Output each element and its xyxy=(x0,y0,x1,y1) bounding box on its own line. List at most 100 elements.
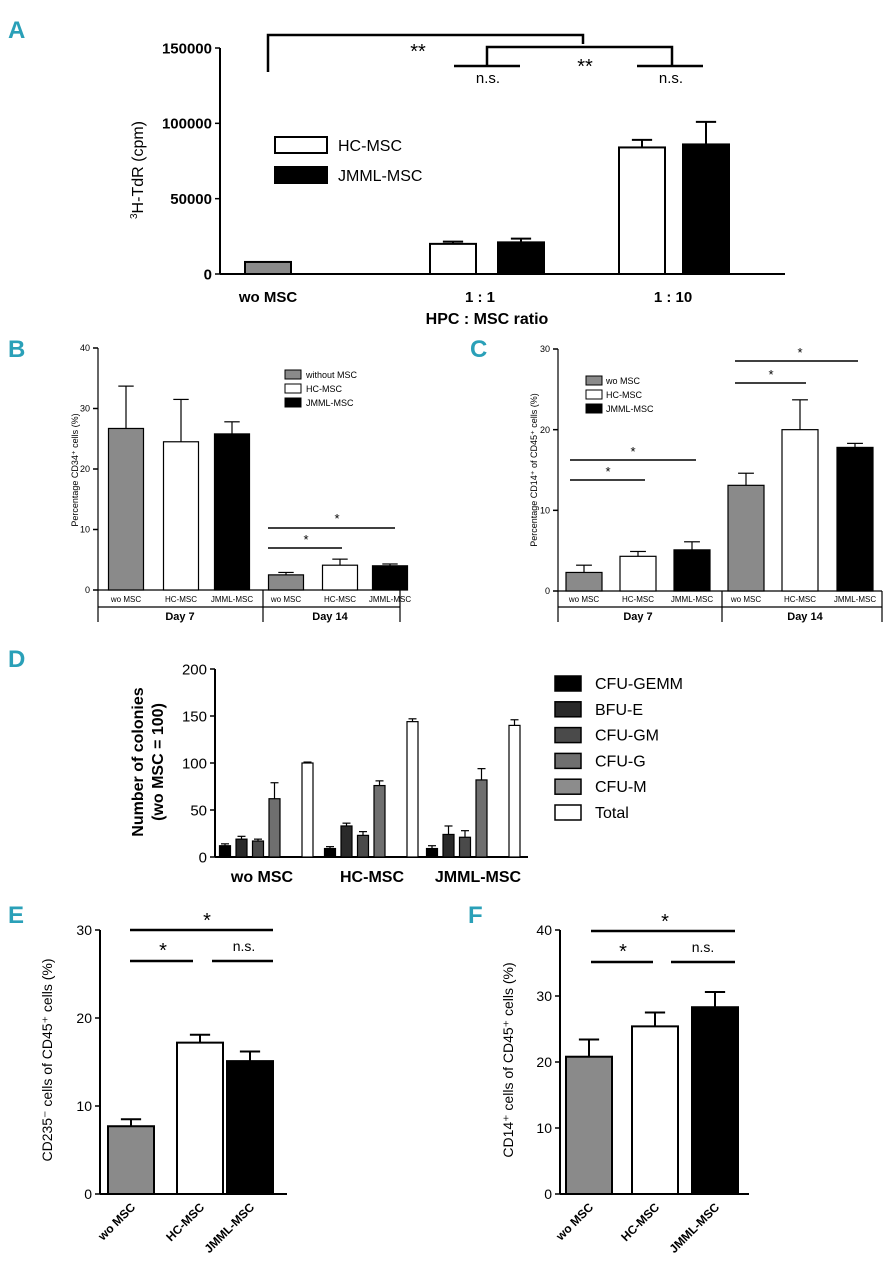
a-bar xyxy=(618,146,666,275)
a-legend-swatch-jmml xyxy=(274,166,328,184)
f-ytick-label: 30 xyxy=(536,988,552,1004)
b-legend-swatch-black xyxy=(284,397,302,408)
d-bar xyxy=(508,724,521,858)
b-legend-label: JMML-MSC xyxy=(306,398,354,408)
d-bar xyxy=(475,779,488,858)
c-group-label: Day 7 xyxy=(623,611,652,623)
f-ytick-label: 40 xyxy=(536,922,552,938)
f-sig-star: * xyxy=(619,941,627,963)
b-bar xyxy=(267,574,305,591)
b-bar xyxy=(213,433,251,591)
f-bar xyxy=(565,1055,613,1195)
d-ytick-label: 100 xyxy=(182,755,207,772)
c-sig-star: * xyxy=(797,345,802,360)
a-xtick-label: wo MSC xyxy=(238,289,297,306)
b-sig-star: * xyxy=(334,511,339,526)
panel-label-c: C xyxy=(470,336,487,363)
panel-label-e: E xyxy=(8,902,24,929)
c-legend-label: JMML-MSC xyxy=(606,404,654,414)
f-sig-ns: n.s. xyxy=(692,939,715,955)
b-bar xyxy=(321,564,359,591)
d-legend-label: CFU-G xyxy=(595,753,646,770)
a-bar xyxy=(429,242,477,276)
e-ytick-label: 10 xyxy=(76,1098,92,1114)
d-legend-label: CFU-M xyxy=(595,779,647,796)
c-legend-label: HC-MSC xyxy=(606,390,642,400)
a-ytick-label: 100000 xyxy=(162,116,212,133)
a-ytick-label: 150000 xyxy=(162,40,212,57)
d-bar xyxy=(218,845,232,858)
a-legend-label: JMML-MSC xyxy=(338,168,422,185)
d-legend-swatch xyxy=(554,752,582,770)
d-bar xyxy=(373,784,386,858)
panel-label-a: A xyxy=(8,17,25,44)
e-sig-star: * xyxy=(159,940,167,962)
c-sig-star: * xyxy=(768,367,773,382)
d-bar xyxy=(235,838,248,858)
b-group-label: Day 14 xyxy=(312,611,348,623)
panel-c-chart: 0 10 20 30 wo MSC HC-MSC JMML-MSC wo MSC HC-MSC… xyxy=(529,344,883,623)
c-y-label: Percentage CD14⁺ of CD45⁺ cells (%) xyxy=(529,393,539,547)
c-bar xyxy=(727,484,765,592)
c-legend-swatch-gray xyxy=(585,375,603,386)
c-legend-label: wo MSC xyxy=(605,376,641,386)
d-legend-swatch xyxy=(554,804,582,821)
b-bar xyxy=(107,427,145,591)
e-bar xyxy=(176,1041,224,1196)
a-sig-bracket-inner xyxy=(485,45,674,65)
b-sig-star: * xyxy=(303,532,308,547)
f-ytick-label: 20 xyxy=(536,1054,552,1070)
b-legend-label: HC-MSC xyxy=(306,384,342,394)
c-bar xyxy=(565,571,603,592)
e-ytick-label: 20 xyxy=(76,1010,92,1026)
a-ytick-label: 0 xyxy=(204,266,212,283)
a-bar xyxy=(244,260,292,275)
panel-label-b: B xyxy=(8,336,25,363)
a-sig-star: ** xyxy=(577,56,593,78)
b-legend-swatch-white xyxy=(284,383,302,394)
c-bar xyxy=(619,555,657,592)
f-xtick-label: wo MSC xyxy=(553,1200,597,1244)
b-xtick-label: wo MSC xyxy=(270,595,301,604)
d-legend-label: CFU-GM xyxy=(595,728,659,745)
a-ytick-label: 50000 xyxy=(170,191,212,208)
b-xtick-label: HC-MSC xyxy=(324,595,356,604)
b-y-label: Percentage CD34⁺ cells (%) xyxy=(70,413,80,526)
d-xtick-label: HC-MSC xyxy=(340,869,404,886)
a-xtick-label: 1 : 10 xyxy=(654,289,692,306)
d-y-label-2: (wo MSC = 100) xyxy=(150,703,167,821)
a-bar xyxy=(497,241,545,275)
d-xtick-label: wo MSC xyxy=(230,869,294,886)
f-xtick-label: JMML-MSC xyxy=(666,1200,722,1256)
b-xtick-label: HC-MSC xyxy=(165,595,197,604)
d-legend-label: BFU-E xyxy=(595,702,643,719)
c-bar xyxy=(781,429,819,592)
e-xtick-label: JMML-MSC xyxy=(201,1200,257,1256)
a-x-label: HPC : MSC ratio xyxy=(426,311,549,328)
c-xtick-label: JMML-MSC xyxy=(834,595,876,604)
b-ytick-label: 10 xyxy=(80,525,90,535)
e-ytick-label: 0 xyxy=(84,1186,92,1202)
e-y-label: CD235⁻ cells of CD45⁺ cells (%) xyxy=(39,958,55,1161)
d-ytick-label: 200 xyxy=(182,661,207,678)
b-legend-label: without MSC xyxy=(305,370,358,380)
f-y-label: CD14⁺ cells of CD45⁺ cells (%) xyxy=(500,962,516,1157)
c-ytick-label: 20 xyxy=(540,425,550,435)
c-legend-swatch-black xyxy=(585,403,603,414)
f-ytick-label: 0 xyxy=(544,1186,552,1202)
a-legend-swatch-hc xyxy=(274,136,328,154)
b-xtick-label: wo MSC xyxy=(110,595,141,604)
c-ytick-label: 10 xyxy=(540,505,550,515)
a-sig-ns: n.s. xyxy=(659,70,683,87)
a-y-label: 3H-TdR (cpm) xyxy=(129,121,147,219)
d-bar xyxy=(323,847,337,858)
c-group-label: Day 14 xyxy=(787,611,823,623)
b-xtick-label: JMML-MSC xyxy=(369,595,411,604)
d-ytick-label: 0 xyxy=(199,849,207,866)
e-ytick-label: 30 xyxy=(76,922,92,938)
c-legend-swatch-white xyxy=(585,389,603,400)
d-xtick-label: JMML-MSC xyxy=(435,869,522,886)
d-y-label-1: Number of colonies xyxy=(130,687,147,836)
